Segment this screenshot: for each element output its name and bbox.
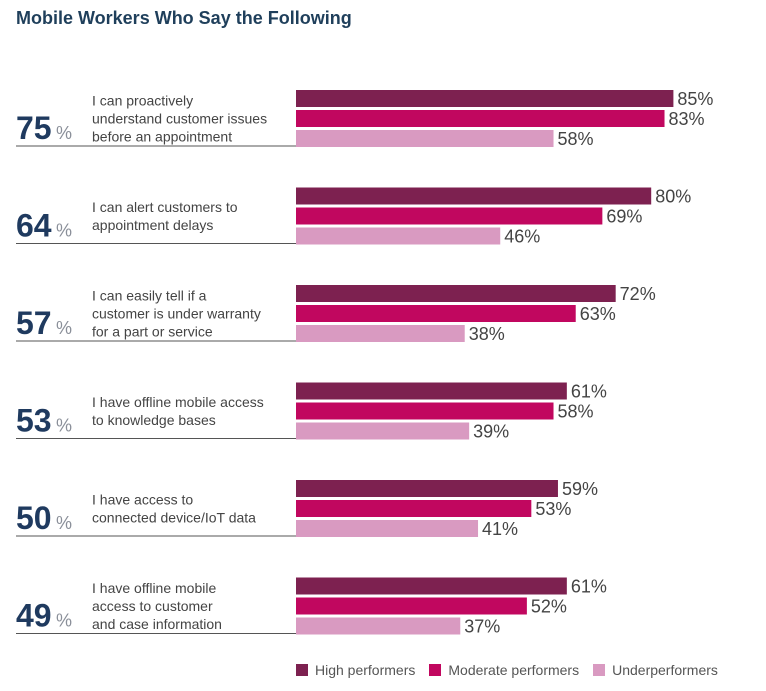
- legend-label-high: High performers: [315, 662, 416, 678]
- bar: [296, 422, 470, 440]
- bar-value-label: 37%: [464, 617, 500, 637]
- bar-value-label: 61%: [571, 577, 607, 597]
- bar: [296, 520, 479, 537]
- legend-item-high: High performers: [296, 662, 415, 678]
- summary-percent-sign: %: [56, 416, 72, 436]
- legend-swatch-moderate: [429, 664, 442, 676]
- summary-percent-sign: %: [56, 611, 72, 631]
- bar: [296, 577, 567, 595]
- legend-label-moderate: Moderate performers: [448, 662, 580, 678]
- summary-percent-sign: %: [56, 513, 72, 533]
- legend-swatch-high: [296, 664, 308, 676]
- legend-item-moderate: Moderate performers: [429, 662, 579, 678]
- bar-value-label: 80%: [655, 187, 691, 207]
- category-label: I have offline mobile: [92, 580, 216, 596]
- summary-percent-sign: %: [56, 221, 72, 241]
- category-label: I can proactively: [92, 93, 193, 109]
- category-label: I have access to: [92, 492, 193, 508]
- summary-value: 57: [16, 305, 52, 341]
- legend: High performers Moderate performers Unde…: [296, 662, 718, 678]
- bar-value-label: 59%: [562, 479, 598, 499]
- summary-value: 49: [16, 598, 52, 634]
- category-label: and case information: [92, 616, 222, 632]
- summary-value: 75: [16, 110, 52, 146]
- summary-percent-sign: %: [56, 318, 72, 338]
- bar-value-label: 53%: [535, 499, 571, 519]
- bar: [296, 325, 465, 342]
- bar-value-label: 41%: [482, 519, 518, 539]
- bar-value-label: 63%: [580, 304, 616, 324]
- chart-title: Mobile Workers Who Say the Following: [16, 8, 352, 28]
- bar-value-label: 52%: [531, 597, 567, 617]
- category-label: I have offline mobile access: [92, 394, 264, 410]
- bar: [296, 402, 554, 420]
- bar-value-label: 58%: [558, 402, 594, 422]
- summary-value: 50: [16, 500, 52, 536]
- category-label: customer is under warranty: [92, 306, 261, 322]
- bar: [296, 480, 558, 497]
- bar-value-label: 85%: [677, 89, 713, 109]
- bar: [296, 597, 527, 615]
- summary-value: 64: [16, 208, 52, 244]
- bar: [296, 305, 576, 322]
- bar: [296, 285, 616, 302]
- summary-percent-sign: %: [56, 123, 72, 143]
- bar: [296, 207, 603, 225]
- summary-value: 53: [16, 403, 52, 439]
- category-label: understand customer issues: [92, 111, 267, 127]
- legend-swatch-under: [593, 664, 606, 676]
- category-label: connected device/IoT data: [92, 510, 256, 526]
- bar-value-label: 83%: [669, 109, 705, 129]
- category-label: I can easily tell if a: [92, 288, 207, 304]
- category-label: for a part or service: [92, 324, 213, 340]
- legend-item-under: Underperformers: [593, 662, 718, 678]
- bar-value-label: 69%: [606, 207, 642, 227]
- bar-value-label: 61%: [571, 382, 607, 402]
- bar: [296, 500, 532, 517]
- bar-value-label: 39%: [473, 422, 509, 442]
- bar: [296, 227, 501, 245]
- legend-label-under: Underperformers: [612, 662, 718, 678]
- bar-value-label: 38%: [469, 324, 505, 344]
- bar: [296, 382, 567, 400]
- bar-value-label: 46%: [504, 227, 540, 247]
- category-label: appointment delays: [92, 217, 213, 233]
- bar: [296, 130, 554, 147]
- bar: [296, 110, 665, 127]
- category-label: to knowledge bases: [92, 412, 216, 428]
- category-label: access to customer: [92, 598, 213, 614]
- bar: [296, 90, 674, 107]
- bar-value-label: 58%: [558, 129, 594, 149]
- bar-value-label: 72%: [620, 284, 656, 304]
- bar: [296, 187, 652, 205]
- category-label: before an appointment: [92, 129, 232, 145]
- category-label: I can alert customers to: [92, 199, 238, 215]
- bar: [296, 617, 461, 635]
